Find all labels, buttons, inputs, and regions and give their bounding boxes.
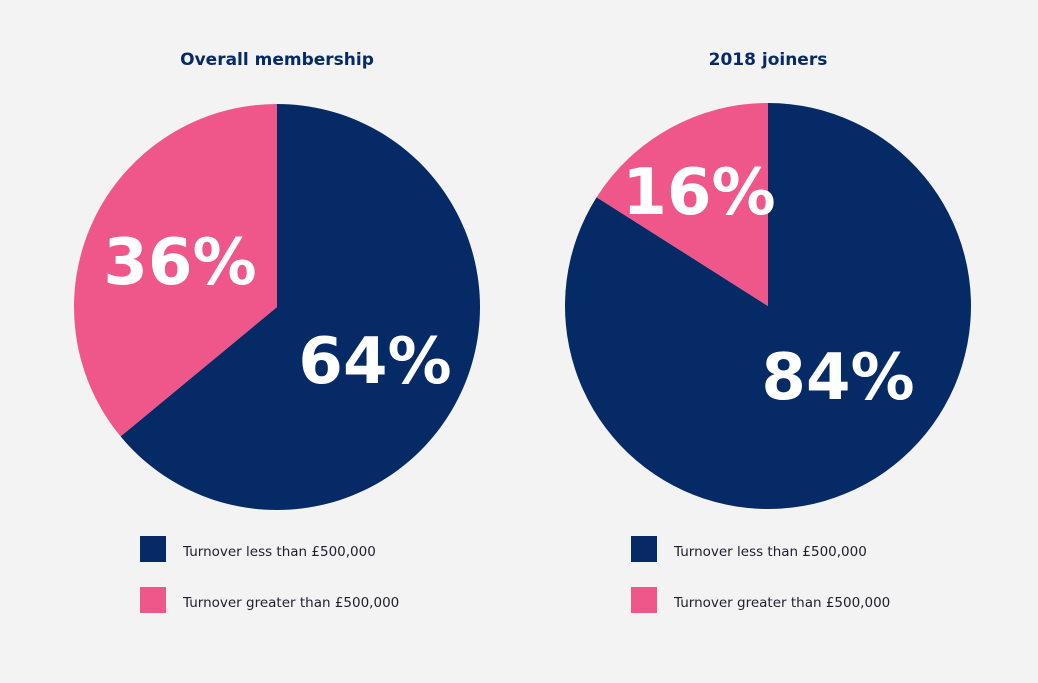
slice-percent-label: 36% xyxy=(103,226,256,300)
pie-chart: 64% 36% xyxy=(73,104,481,510)
legend-label: Turnover less than £500,000 xyxy=(674,544,867,560)
legend-swatch-navy xyxy=(140,536,166,562)
pie-chart: 84% 16% xyxy=(565,103,971,509)
chart-panel-overall: Overall membership 64% 36% Turnover less … xyxy=(73,50,481,613)
legend-label: Turnover less than £500,000 xyxy=(183,544,376,560)
slice-percent-label: 84% xyxy=(761,341,914,415)
pie-slice-less-than xyxy=(120,104,481,510)
pie-slice-greater-than xyxy=(73,104,277,437)
chart-title: Overall membership xyxy=(180,50,374,70)
legend-label: Turnover greater than £500,000 xyxy=(674,595,891,611)
pie-slice-greater-than xyxy=(596,103,768,306)
legend-swatch-navy xyxy=(631,536,657,562)
chart-panel-2018: 2018 joiners 84% 16% Turnover less than £… xyxy=(519,0,1038,683)
chart-title: 2018 joiners xyxy=(708,50,828,70)
slice-percent-label: 16% xyxy=(622,156,775,230)
legend-label: Turnover greater than £500,000 xyxy=(183,595,400,611)
slice-percent-label: 64% xyxy=(298,325,451,399)
legend-swatch-pink xyxy=(140,587,166,613)
legend-swatch-pink xyxy=(631,587,657,613)
